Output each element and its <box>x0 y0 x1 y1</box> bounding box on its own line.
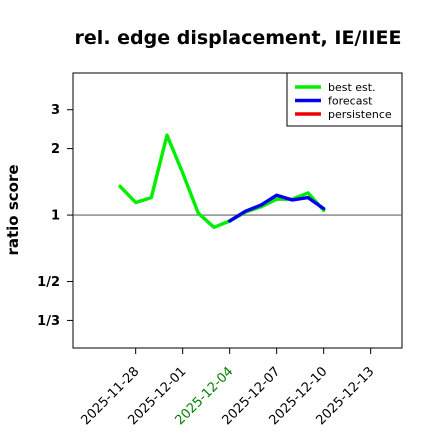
y-tick-label: 1/2 <box>37 275 60 290</box>
y-tick-label: 1 <box>51 209 60 224</box>
y-tick-label: 3 <box>51 103 60 118</box>
y-tick-label: 1/3 <box>37 314 60 329</box>
y-tick-label: 2 <box>51 142 60 157</box>
legend-label: best est. <box>328 81 376 94</box>
y-axis-label: ratio score <box>4 164 22 255</box>
series-line-best-est <box>118 133 326 230</box>
plot-area-frame <box>72 72 403 349</box>
series-layer <box>118 133 326 230</box>
y-axis: 3 2 1 1/2 1/3 <box>37 103 73 329</box>
legend-label: persistence <box>328 108 392 121</box>
chart-title: rel. edge displacement, IE/IIEE <box>75 27 402 49</box>
series-line-forecast <box>227 193 326 223</box>
legend-label: forecast <box>328 95 373 108</box>
x-axis: 2025-11-282025-12-012025-12-042025-12-07… <box>78 348 377 428</box>
